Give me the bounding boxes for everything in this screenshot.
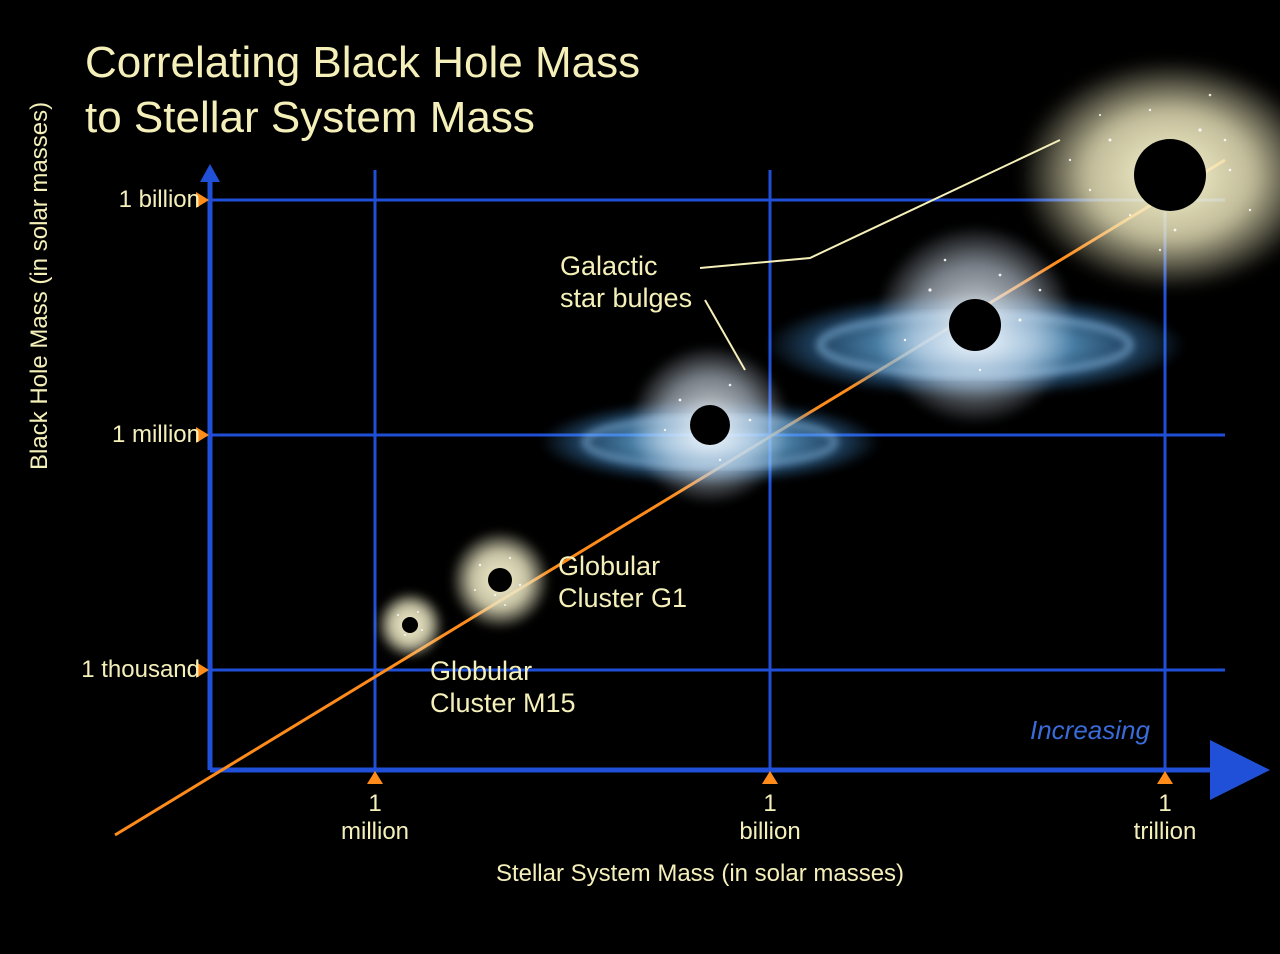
object-cluster-m15 bbox=[376, 591, 444, 659]
annotation-g1: GlobularCluster G1 bbox=[558, 550, 687, 615]
chart-svg bbox=[0, 0, 1280, 954]
x-tick-markers bbox=[367, 771, 1173, 784]
x-tick-2: 1billion bbox=[739, 790, 800, 845]
object-elliptical bbox=[1020, 60, 1280, 290]
y-tick-3: 1 thousand bbox=[81, 656, 200, 684]
annotation-m15: GlobularCluster M15 bbox=[430, 655, 576, 720]
increasing-label: Increasing bbox=[1030, 715, 1150, 746]
x-tick-1: 1million bbox=[341, 790, 409, 845]
y-tick-1: 1 billion bbox=[119, 186, 200, 214]
x-tick-3: 1trillion bbox=[1134, 790, 1197, 845]
chart-area: Black Hole Mass (in solar masses) Stella… bbox=[0, 0, 1280, 954]
y-axis-label: Black Hole Mass (in solar masses) bbox=[26, 102, 54, 470]
annotation-galactic-bulges: Galacticstar bulges bbox=[560, 250, 692, 315]
object-cluster-g1 bbox=[450, 530, 550, 630]
x-axis-label: Stellar System Mass (in solar masses) bbox=[496, 860, 904, 888]
y-tick-2: 1 million bbox=[112, 421, 200, 449]
